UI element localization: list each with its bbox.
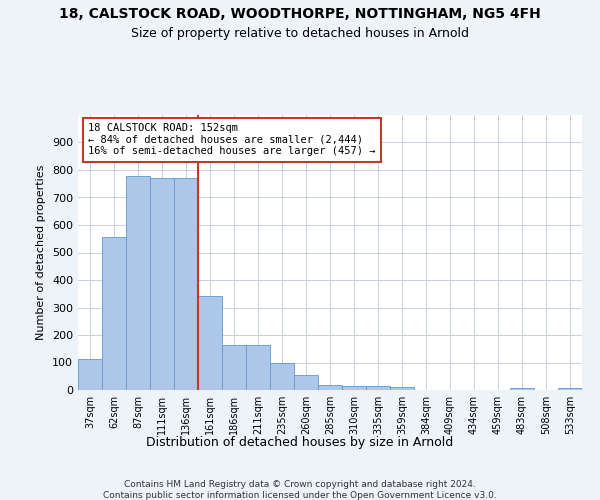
Bar bbox=[342, 386, 366, 390]
Text: Size of property relative to detached houses in Arnold: Size of property relative to detached ho… bbox=[131, 28, 469, 40]
Text: Contains public sector information licensed under the Open Government Licence v3: Contains public sector information licen… bbox=[103, 491, 497, 500]
Y-axis label: Number of detached properties: Number of detached properties bbox=[37, 165, 46, 340]
Bar bbox=[294, 376, 318, 390]
Bar bbox=[198, 296, 222, 390]
Bar bbox=[150, 178, 174, 390]
Bar bbox=[126, 176, 150, 390]
Bar bbox=[270, 363, 294, 390]
Bar bbox=[222, 345, 246, 390]
Text: 18, CALSTOCK ROAD, WOODTHORPE, NOTTINGHAM, NG5 4FH: 18, CALSTOCK ROAD, WOODTHORPE, NOTTINGHA… bbox=[59, 8, 541, 22]
Bar bbox=[78, 359, 102, 390]
Bar bbox=[510, 388, 534, 390]
Bar bbox=[318, 385, 342, 390]
Text: Distribution of detached houses by size in Arnold: Distribution of detached houses by size … bbox=[146, 436, 454, 449]
Bar bbox=[558, 388, 582, 390]
Bar bbox=[174, 178, 198, 390]
Text: 18 CALSTOCK ROAD: 152sqm
← 84% of detached houses are smaller (2,444)
16% of sem: 18 CALSTOCK ROAD: 152sqm ← 84% of detach… bbox=[88, 123, 376, 156]
Bar bbox=[366, 386, 390, 390]
Bar bbox=[390, 387, 414, 390]
Text: Contains HM Land Registry data © Crown copyright and database right 2024.: Contains HM Land Registry data © Crown c… bbox=[124, 480, 476, 489]
Bar bbox=[246, 345, 270, 390]
Bar bbox=[102, 237, 126, 390]
